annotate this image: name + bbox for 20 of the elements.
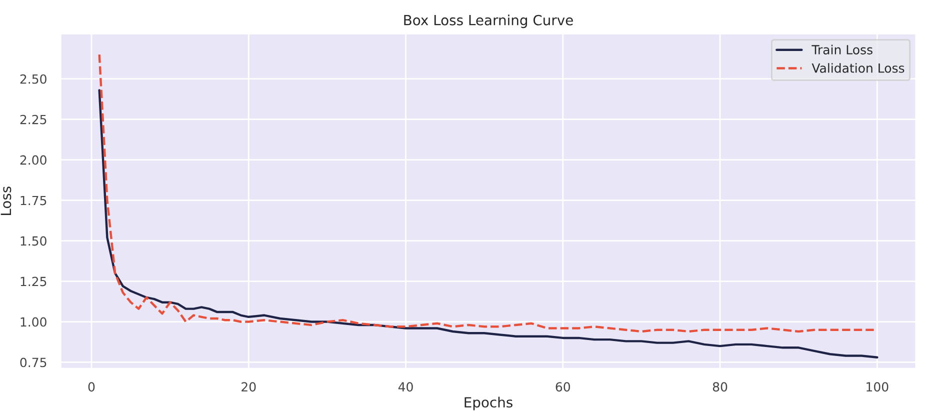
y-axis-title: Loss	[0, 186, 12, 215]
line-series	[98, 89, 878, 358]
y-tick-label: 1.50	[20, 236, 46, 246]
y-tick-label: 0.75	[20, 358, 46, 368]
y-tick-label: 2.50	[20, 74, 46, 84]
y-tick-label: 2.00	[20, 155, 46, 165]
x-tick-label: 0	[88, 382, 95, 392]
y-tick-label: 1.00	[20, 317, 46, 327]
y-tick-label: 1.25	[20, 276, 46, 286]
x-tick-label: 40	[398, 382, 413, 392]
y-tick-label: 1.75	[20, 196, 46, 206]
x-axis-title: Epochs	[464, 396, 512, 410]
x-tick-label: 20	[242, 382, 256, 392]
legend-label: Validation Loss	[812, 63, 904, 73]
x-tick-label: 100	[866, 382, 888, 392]
x-tick-label: 60	[556, 382, 570, 392]
x-tick-label: 80	[712, 382, 728, 392]
legend-label: Train Loss	[812, 44, 872, 54]
chart-title: Box Loss Learning Curve	[404, 14, 573, 28]
y-tick-label: 2.25	[20, 114, 46, 124]
